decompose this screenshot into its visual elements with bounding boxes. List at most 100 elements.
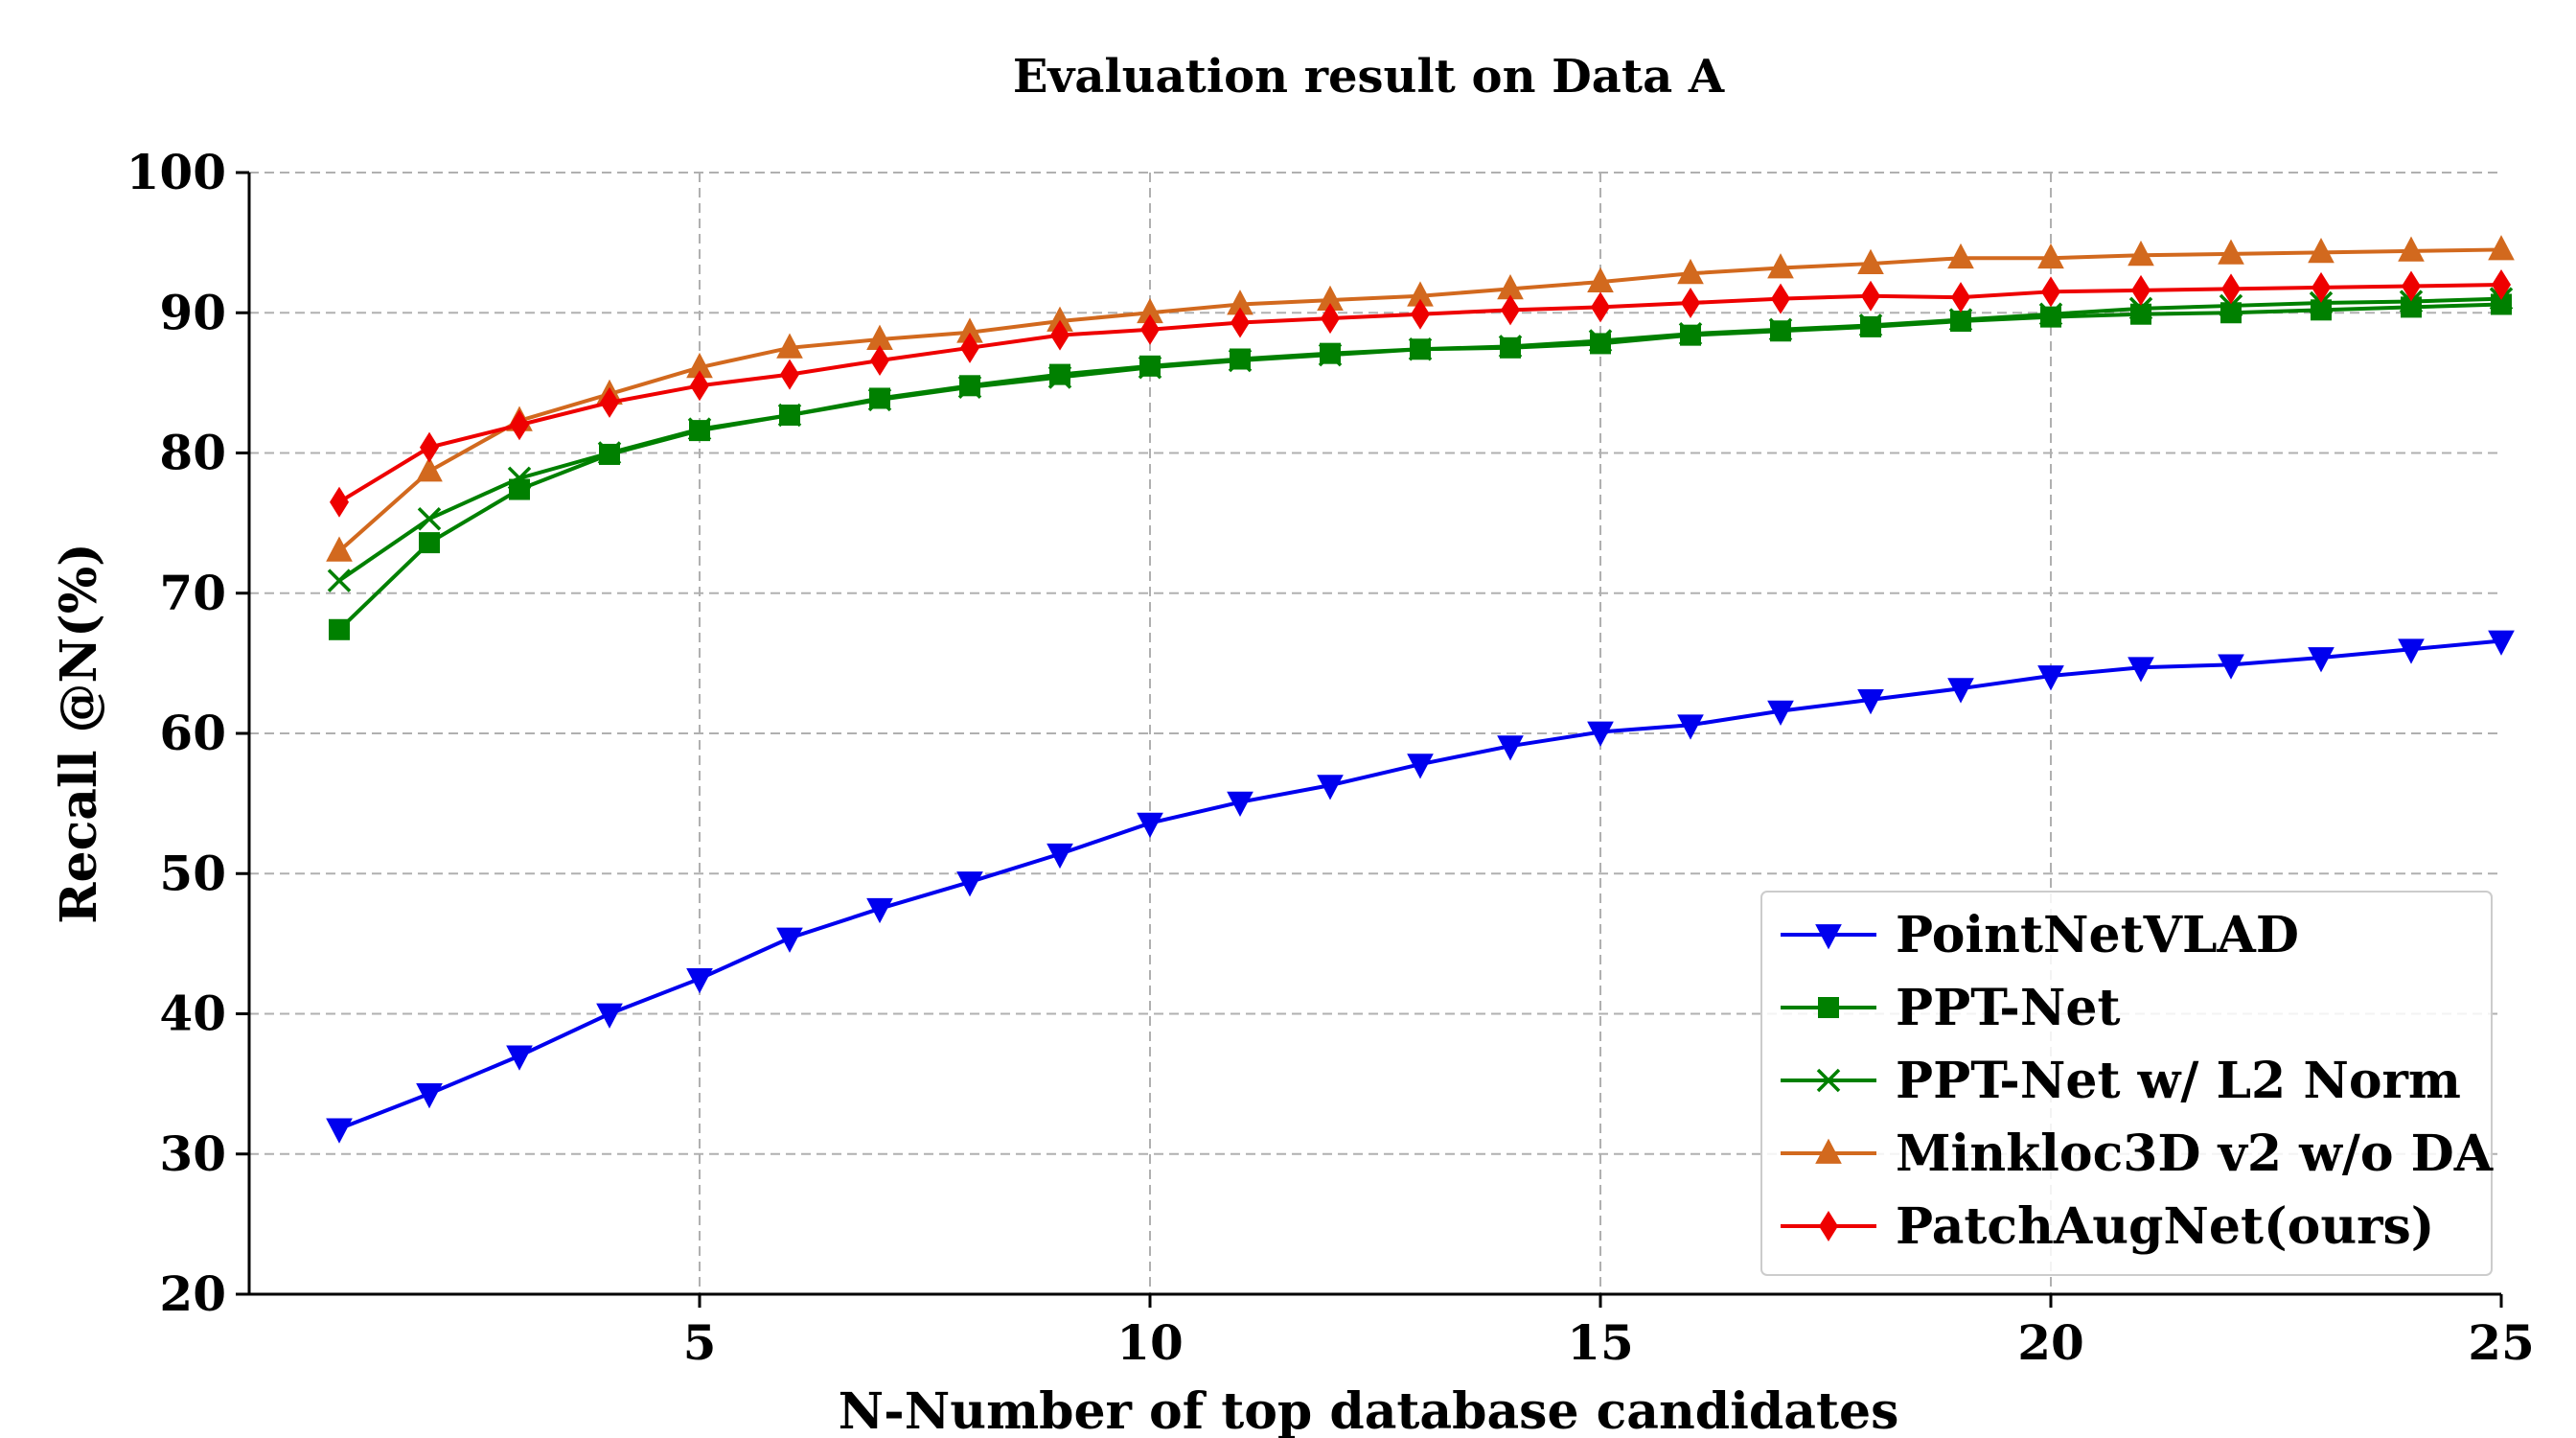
y-axis-label: Recall @N(%) <box>50 543 108 923</box>
data-point <box>1678 321 1703 346</box>
data-point <box>1227 791 1254 818</box>
y-tick-label: 20 <box>159 1265 226 1322</box>
plot-area <box>326 235 2515 1144</box>
tick-labels: 20 30 40 50 60 70 80 90 100 5 10 15 20 25 <box>126 144 2535 1371</box>
data-point <box>960 332 979 363</box>
data-point <box>1588 329 1613 353</box>
legend-label: PointNetVLAD <box>1896 906 2299 964</box>
data-point <box>419 532 440 554</box>
data-point <box>1947 678 1974 704</box>
data-point <box>866 897 893 924</box>
data-point <box>2221 273 2241 305</box>
data-point <box>1049 363 1070 385</box>
data-point <box>2398 638 2425 664</box>
data-point <box>1591 291 1610 323</box>
data-point <box>1407 754 1434 779</box>
data-point <box>1947 243 1974 269</box>
series-ppt-net <box>329 293 2512 640</box>
x-tick-label: 15 <box>1567 1314 1634 1371</box>
data-point <box>1767 253 1794 279</box>
data-point <box>1857 689 1884 715</box>
legend-label: PPT-Net <box>1896 979 2121 1037</box>
data-point <box>2309 290 2334 315</box>
legend-marker <box>1818 997 1839 1018</box>
data-point <box>1677 258 1704 285</box>
y-tick-label: 40 <box>159 986 226 1042</box>
data-point <box>507 466 532 491</box>
data-point <box>1498 335 1523 359</box>
data-point <box>596 1003 623 1029</box>
x-tick-label: 25 <box>2468 1314 2535 1371</box>
data-point <box>417 507 442 531</box>
data-point <box>2128 657 2154 683</box>
data-point <box>2312 271 2331 303</box>
data-point <box>2488 235 2515 261</box>
axes <box>236 171 2503 1308</box>
data-point <box>690 370 709 402</box>
data-point <box>326 1118 353 1144</box>
data-point <box>2128 240 2154 267</box>
data-point <box>1771 283 1790 314</box>
legend-box <box>1760 891 2493 1276</box>
series-ppt-net-w-l2-norm <box>327 287 2514 592</box>
data-point <box>777 403 802 428</box>
data-point <box>2218 654 2244 680</box>
data-point <box>1857 248 1884 274</box>
data-point <box>2488 630 2515 656</box>
data-point <box>870 344 889 376</box>
legend-label: Minkloc3D v2 w/o DA <box>1896 1125 2494 1183</box>
data-point <box>1497 735 1524 761</box>
x-tick-label: 5 <box>683 1314 717 1371</box>
data-point <box>2038 302 2063 326</box>
data-point <box>1228 348 1253 373</box>
data-point <box>956 871 983 897</box>
data-point <box>776 927 803 953</box>
data-point <box>326 536 353 562</box>
data-point <box>2399 290 2424 313</box>
data-point <box>1948 308 1973 332</box>
y-tick-label: 100 <box>126 144 226 200</box>
data-point <box>1317 775 1344 800</box>
chart-title: Evaluation result on Data A <box>1013 50 1725 104</box>
series-pointnetvlad <box>326 630 2515 1144</box>
data-point <box>1140 313 1160 345</box>
y-tick-label: 80 <box>159 425 226 481</box>
legend-entry: PPT-Net <box>1781 979 2121 1037</box>
data-point <box>776 333 803 359</box>
data-point <box>2402 270 2421 302</box>
data-point <box>686 968 713 994</box>
data-point <box>2308 237 2334 264</box>
data-point <box>2131 274 2150 306</box>
data-point <box>416 456 443 482</box>
legend: PointNetVLAD PPT-Net PPT-Net w/ L2 Norm Min… <box>1760 891 2494 1276</box>
data-point <box>1050 319 1070 351</box>
legend-entry: PatchAugNet(ours) <box>1781 1197 2434 1256</box>
data-point <box>2040 306 2061 328</box>
data-point <box>597 441 622 465</box>
x-tick-label: 10 <box>1116 1314 1184 1371</box>
data-point <box>1318 342 1343 367</box>
y-tick-label: 60 <box>159 705 226 761</box>
legend-marker <box>1815 924 1842 950</box>
legend-label: PatchAugNet(ours) <box>1896 1197 2434 1256</box>
legend-marker <box>1819 1211 1838 1241</box>
y-tick-label: 70 <box>159 565 226 621</box>
data-point <box>1046 843 1073 870</box>
data-point <box>1411 298 1430 330</box>
data-point <box>687 417 712 441</box>
data-point <box>1230 307 1250 338</box>
data-point <box>2037 665 2064 691</box>
data-point <box>2308 647 2334 673</box>
data-point <box>416 1082 443 1109</box>
data-point <box>957 375 982 399</box>
data-point <box>1861 280 1880 312</box>
x-axis-label: N-Number of top database candidates <box>839 1382 1899 1438</box>
data-point <box>600 386 619 418</box>
data-point <box>2041 276 2060 308</box>
data-point <box>1677 714 1704 740</box>
legend-label: PPT-Net w/ L2 Norm <box>1896 1052 2461 1110</box>
data-point <box>327 568 352 592</box>
data-point <box>2037 243 2064 269</box>
legend-entry: Minkloc3D v2 w/o DA <box>1781 1125 2494 1183</box>
